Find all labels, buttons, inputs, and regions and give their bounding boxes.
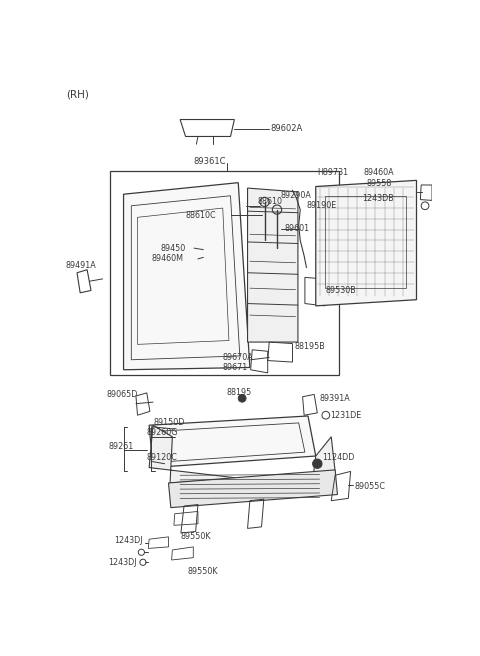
Text: 88610: 88610	[258, 197, 283, 207]
Text: 89391A: 89391A	[320, 394, 350, 403]
Bar	[110, 171, 339, 375]
Text: 89601: 89601	[285, 224, 310, 234]
Text: 89491A: 89491A	[65, 260, 96, 270]
Text: 88195: 88195	[227, 388, 252, 398]
Text: 1231DE: 1231DE	[330, 411, 361, 420]
Circle shape	[238, 394, 246, 402]
Text: 89120C: 89120C	[147, 453, 178, 462]
Text: 89602A: 89602A	[271, 124, 303, 133]
Text: 1243DJ: 1243DJ	[114, 536, 143, 545]
Text: 89361C: 89361C	[193, 157, 226, 165]
Text: 89260G: 89260G	[147, 428, 178, 438]
Text: 89530B: 89530B	[326, 286, 357, 295]
Text: 89261: 89261	[108, 442, 133, 451]
Text: 89190E: 89190E	[306, 201, 336, 211]
Polygon shape	[149, 416, 316, 468]
Text: 89670A: 89670A	[223, 353, 253, 362]
Text: 89450: 89450	[161, 243, 186, 253]
Text: 89290A: 89290A	[281, 192, 312, 200]
Text: 89065D: 89065D	[107, 390, 138, 399]
Text: 89055C: 89055C	[355, 482, 385, 491]
Text: H89731: H89731	[317, 168, 348, 177]
Polygon shape	[168, 470, 337, 508]
Text: 89460A: 89460A	[364, 168, 395, 177]
Text: 1243DB: 1243DB	[362, 194, 394, 203]
Polygon shape	[316, 180, 417, 306]
Text: 1243DJ: 1243DJ	[108, 558, 136, 567]
Bar	[325, 195, 407, 288]
Text: 1124DD: 1124DD	[322, 453, 354, 462]
Text: 89550K: 89550K	[180, 531, 211, 541]
Text: (RH): (RH)	[66, 89, 89, 100]
Text: 89150D: 89150D	[153, 419, 184, 428]
Text: 89550K: 89550K	[188, 567, 218, 576]
Polygon shape	[123, 182, 250, 370]
Text: 88610C: 88610C	[186, 211, 216, 220]
Text: 89671: 89671	[223, 363, 248, 372]
Polygon shape	[248, 188, 298, 342]
Polygon shape	[149, 425, 335, 487]
Text: 89460M: 89460M	[152, 255, 183, 264]
Text: 89558: 89558	[366, 179, 392, 188]
Circle shape	[312, 459, 322, 468]
Text: 88195B: 88195B	[295, 342, 325, 351]
